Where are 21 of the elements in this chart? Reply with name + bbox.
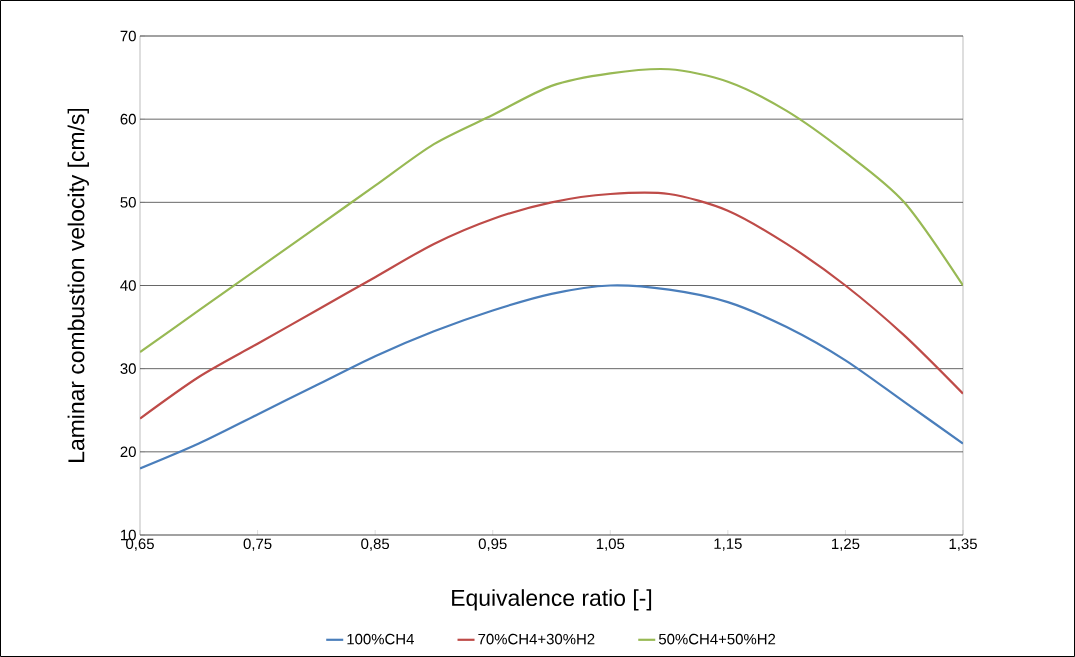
line-series xyxy=(140,284,963,470)
y-tick-label: 60 xyxy=(120,113,136,125)
legend-label: 70%CH4+30%H2 xyxy=(478,633,595,645)
y-axis-title: Laminar combustion velocity [cm/s] xyxy=(67,108,89,462)
x-tick-label: 1,35 xyxy=(949,538,977,551)
x-tick-label: 1,15 xyxy=(714,538,742,551)
x-tick-label: 0,85 xyxy=(361,538,390,551)
y-tick-label: 70 xyxy=(120,30,136,42)
y-tick-label: 40 xyxy=(120,280,136,291)
x-tick-label: 0,95 xyxy=(478,538,507,551)
x-tick-label: 1,25 xyxy=(832,538,860,551)
y-tick-label: 20 xyxy=(120,446,136,458)
line-series xyxy=(140,191,963,420)
legend-label: 100%CH4 xyxy=(347,633,414,645)
x-tick-label: 1,05 xyxy=(596,538,625,551)
x-axis-title: Equivalence ratio [-] xyxy=(452,589,652,611)
y-tick-label: 30 xyxy=(120,363,136,374)
line-series xyxy=(140,67,963,354)
x-tick-label: 0,75 xyxy=(243,538,272,551)
y-tick-label: 50 xyxy=(120,197,136,208)
legend-label: 50%CH4+50%H2 xyxy=(658,633,776,645)
